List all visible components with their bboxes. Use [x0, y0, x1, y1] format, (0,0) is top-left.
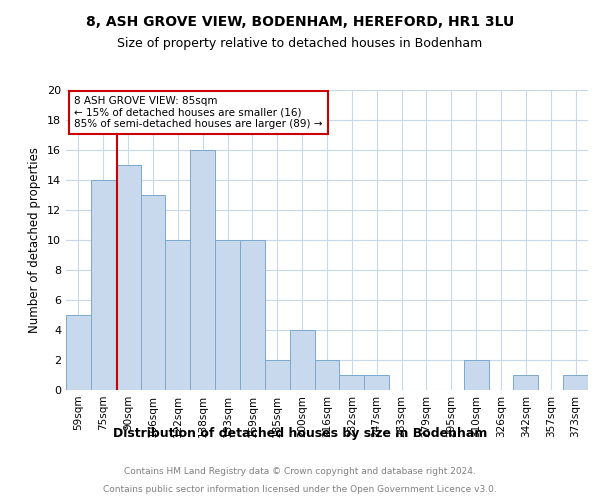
Text: 8, ASH GROVE VIEW, BODENHAM, HEREFORD, HR1 3LU: 8, ASH GROVE VIEW, BODENHAM, HEREFORD, H…: [86, 15, 514, 29]
Y-axis label: Number of detached properties: Number of detached properties: [28, 147, 41, 333]
Bar: [91, 180, 116, 390]
Bar: [240, 240, 265, 390]
Text: Contains public sector information licensed under the Open Government Licence v3: Contains public sector information licen…: [103, 485, 497, 494]
Bar: [215, 240, 240, 390]
Text: Distribution of detached houses by size in Bodenham: Distribution of detached houses by size …: [113, 428, 487, 440]
Bar: [116, 165, 140, 390]
Bar: [340, 375, 364, 390]
Bar: [66, 315, 91, 390]
Text: Size of property relative to detached houses in Bodenham: Size of property relative to detached ho…: [118, 38, 482, 51]
Bar: [265, 360, 290, 390]
Bar: [514, 375, 538, 390]
Bar: [364, 375, 389, 390]
Bar: [290, 330, 314, 390]
Bar: [563, 375, 588, 390]
Text: 8 ASH GROVE VIEW: 85sqm
← 15% of detached houses are smaller (16)
85% of semi-de: 8 ASH GROVE VIEW: 85sqm ← 15% of detache…: [74, 96, 322, 129]
Bar: [314, 360, 340, 390]
Bar: [140, 195, 166, 390]
Bar: [190, 150, 215, 390]
Bar: [166, 240, 190, 390]
Bar: [464, 360, 488, 390]
Text: Contains HM Land Registry data © Crown copyright and database right 2024.: Contains HM Land Registry data © Crown c…: [124, 468, 476, 476]
